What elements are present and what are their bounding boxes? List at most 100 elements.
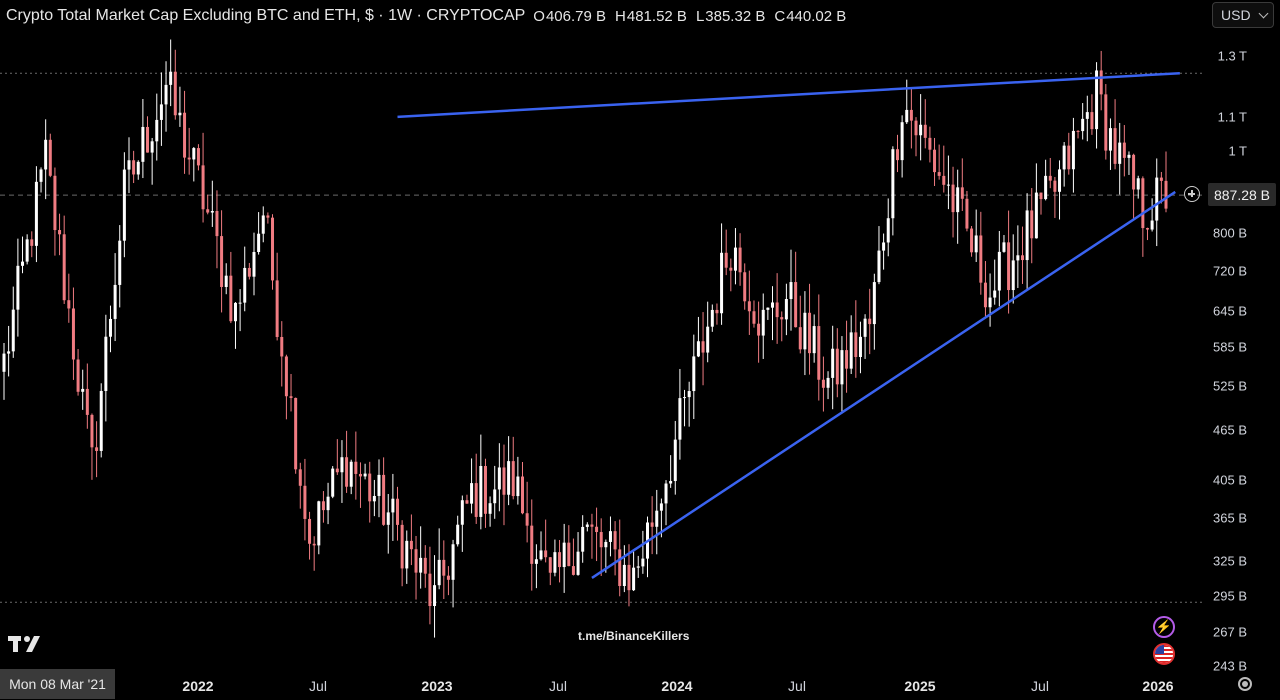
candle[interactable] <box>1136 175 1140 199</box>
candle[interactable] <box>433 555 437 638</box>
candle[interactable] <box>363 463 367 480</box>
candle[interactable] <box>872 273 876 350</box>
candle[interactable] <box>710 304 714 332</box>
candle[interactable] <box>687 381 691 427</box>
candle[interactable] <box>53 167 57 256</box>
candle[interactable] <box>1155 158 1159 247</box>
candle[interactable] <box>173 49 177 120</box>
candle[interactable] <box>1145 227 1149 241</box>
candle[interactable] <box>1034 163 1038 239</box>
candle[interactable] <box>622 545 626 593</box>
candle[interactable] <box>1090 94 1094 135</box>
candle[interactable] <box>368 461 372 523</box>
candle[interactable] <box>400 520 404 587</box>
candle[interactable] <box>928 126 932 163</box>
candle[interactable] <box>113 253 117 342</box>
candle[interactable] <box>76 349 80 396</box>
candle[interactable] <box>474 453 478 524</box>
candle[interactable] <box>423 545 427 588</box>
candle[interactable] <box>604 539 608 573</box>
candle[interactable] <box>99 383 103 458</box>
upper-trendline[interactable] <box>397 71 1180 119</box>
candle[interactable] <box>386 493 390 554</box>
plus-circle-icon[interactable] <box>1184 186 1200 202</box>
candle[interactable] <box>317 500 321 555</box>
candle[interactable] <box>1085 95 1089 142</box>
candle[interactable] <box>849 315 853 375</box>
candle[interactable] <box>229 251 233 324</box>
candle[interactable] <box>1030 188 1034 264</box>
candle[interactable] <box>257 212 261 255</box>
candle[interactable] <box>81 369 85 410</box>
tradingview-logo-icon[interactable] <box>8 634 44 654</box>
candle[interactable] <box>845 320 849 393</box>
candle[interactable] <box>562 523 566 593</box>
candle[interactable] <box>456 515 460 547</box>
candle[interactable] <box>196 144 200 171</box>
candle[interactable] <box>599 518 603 576</box>
candle[interactable] <box>571 538 575 576</box>
candle[interactable] <box>7 325 11 377</box>
candle[interactable] <box>970 226 974 257</box>
candle[interactable] <box>275 252 279 341</box>
candle[interactable] <box>419 526 423 589</box>
candle[interactable] <box>595 507 599 562</box>
candle[interactable] <box>891 146 895 236</box>
candle[interactable] <box>16 238 20 337</box>
candle[interactable] <box>979 211 983 295</box>
candle[interactable] <box>1011 234 1015 304</box>
candle[interactable] <box>553 539 557 577</box>
symbol-title[interactable]: Crypto Total Market Cap Excluding BTC an… <box>6 7 526 24</box>
candle[interactable] <box>451 539 455 608</box>
candle[interactable] <box>868 288 872 355</box>
candle[interactable] <box>789 249 793 331</box>
candle[interactable] <box>919 94 923 161</box>
candle[interactable] <box>937 144 941 180</box>
candle[interactable] <box>1025 193 1029 290</box>
candle[interactable] <box>108 305 112 353</box>
candle[interactable] <box>530 499 534 591</box>
candle[interactable] <box>261 206 265 243</box>
candle[interactable] <box>470 458 474 514</box>
candle[interactable] <box>960 158 964 211</box>
candle[interactable] <box>539 531 543 561</box>
candle[interactable] <box>169 39 173 107</box>
candle[interactable] <box>747 270 751 335</box>
candle[interactable] <box>618 519 622 597</box>
candle[interactable] <box>1141 176 1145 257</box>
candle[interactable] <box>71 287 75 380</box>
candle[interactable] <box>132 150 136 184</box>
candle[interactable] <box>146 116 150 153</box>
candle[interactable] <box>794 251 798 328</box>
candle[interactable] <box>632 549 636 592</box>
candle[interactable] <box>442 540 446 600</box>
candle[interactable] <box>159 72 163 146</box>
candle[interactable] <box>525 481 529 543</box>
candle[interactable] <box>692 334 696 420</box>
candle[interactable] <box>428 546 432 625</box>
candle[interactable] <box>956 169 960 244</box>
candle[interactable] <box>1062 142 1066 187</box>
candle[interactable] <box>345 430 349 493</box>
candle[interactable] <box>1039 192 1043 215</box>
candle[interactable] <box>706 301 710 363</box>
candle[interactable] <box>548 557 552 586</box>
candle[interactable] <box>997 230 1001 307</box>
candle[interactable] <box>1071 117 1075 193</box>
candle[interactable] <box>11 286 15 358</box>
candle[interactable] <box>1127 151 1131 175</box>
candle[interactable] <box>534 544 538 589</box>
candle[interactable] <box>1016 225 1020 288</box>
candle[interactable] <box>104 314 108 422</box>
candle[interactable] <box>641 530 645 574</box>
candle[interactable] <box>349 459 353 495</box>
candle[interactable] <box>729 258 733 292</box>
candle[interactable] <box>488 496 492 527</box>
candle[interactable] <box>803 291 807 376</box>
candle[interactable] <box>1095 62 1099 149</box>
candle[interactable] <box>724 229 728 276</box>
candle[interactable] <box>655 489 659 555</box>
candle[interactable] <box>761 293 765 359</box>
candle[interactable] <box>683 389 687 427</box>
